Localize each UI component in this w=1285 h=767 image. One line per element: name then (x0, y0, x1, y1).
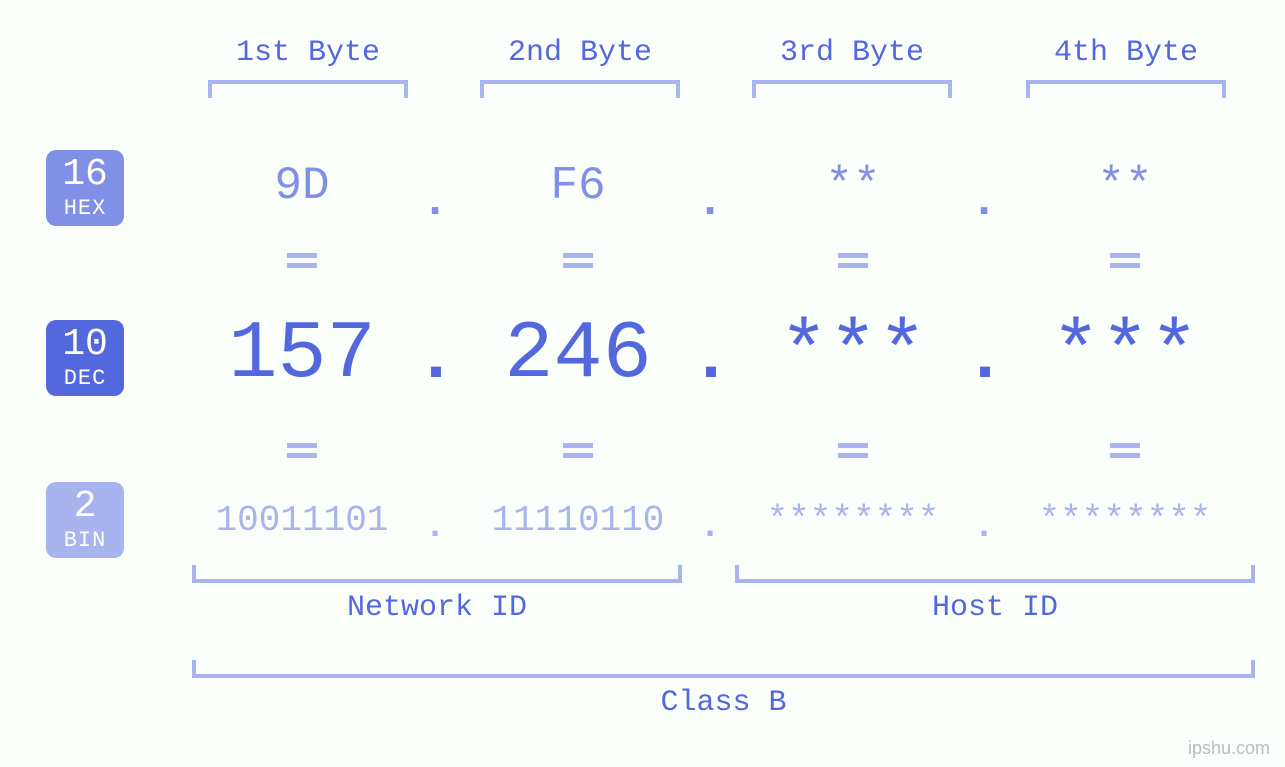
eq-decbin-3 (838, 438, 868, 463)
byte-header-2: 2nd Byte (480, 36, 680, 100)
hex-byte-1: 9D (162, 160, 442, 212)
dec-byte-2: 246 (438, 308, 718, 401)
bracket-network-id: Network ID (192, 565, 682, 583)
bracket-host-id: Host ID (735, 565, 1255, 583)
hex-dot-3: . (964, 176, 1004, 228)
badge-bin-num: 2 (74, 488, 97, 526)
dec-byte-1: 157 (162, 308, 442, 401)
label-class: Class B (192, 686, 1255, 720)
bin-byte-2: 11110110 (438, 500, 718, 541)
eq-hexdec-3 (838, 248, 868, 273)
byte-header-3-bracket (752, 80, 952, 100)
byte-header-4: 4th Byte (1026, 36, 1226, 100)
eq-hexdec-4 (1110, 248, 1140, 273)
byte-header-4-label: 4th Byte (1026, 36, 1226, 70)
badge-dec: 10 DEC (46, 320, 124, 396)
dec-dot-3: . (964, 320, 1004, 399)
eq-decbin-1 (287, 438, 317, 463)
dec-dot-1: . (415, 320, 455, 399)
bracket-class: Class B (192, 660, 1255, 678)
byte-header-4-bracket (1026, 80, 1226, 100)
bin-dot-2: . (690, 506, 730, 547)
hex-byte-3: ** (713, 160, 993, 212)
dec-dot-2: . (690, 320, 730, 399)
badge-dec-num: 10 (62, 326, 108, 364)
hex-dot-1: . (415, 176, 455, 228)
badge-hex-num: 16 (62, 156, 108, 194)
bin-dot-1: . (415, 506, 455, 547)
byte-header-3: 3rd Byte (752, 36, 952, 100)
byte-header-2-bracket (480, 80, 680, 100)
label-host-id: Host ID (735, 591, 1255, 625)
hex-byte-4: ** (985, 160, 1265, 212)
bin-byte-1: 10011101 (162, 500, 442, 541)
hex-byte-2: F6 (438, 160, 718, 212)
badge-bin-label: BIN (64, 528, 107, 553)
eq-decbin-4 (1110, 438, 1140, 463)
bin-byte-4: ******** (985, 500, 1265, 541)
label-network-id: Network ID (192, 591, 682, 625)
byte-header-1-label: 1st Byte (208, 36, 408, 70)
hex-dot-2: . (690, 176, 730, 228)
badge-hex-label: HEX (64, 196, 107, 221)
byte-header-1: 1st Byte (208, 36, 408, 100)
eq-decbin-2 (563, 438, 593, 463)
badge-hex: 16 HEX (46, 150, 124, 226)
byte-header-1-bracket (208, 80, 408, 100)
watermark: ipshu.com (1188, 738, 1270, 759)
bin-dot-3: . (964, 506, 1004, 547)
badge-bin: 2 BIN (46, 482, 124, 558)
bin-byte-3: ******** (713, 500, 993, 541)
eq-hexdec-1 (287, 248, 317, 273)
dec-byte-3: *** (713, 308, 993, 401)
dec-byte-4: *** (985, 308, 1265, 401)
eq-hexdec-2 (563, 248, 593, 273)
badge-dec-label: DEC (64, 366, 107, 391)
byte-header-3-label: 3rd Byte (752, 36, 952, 70)
byte-header-2-label: 2nd Byte (480, 36, 680, 70)
